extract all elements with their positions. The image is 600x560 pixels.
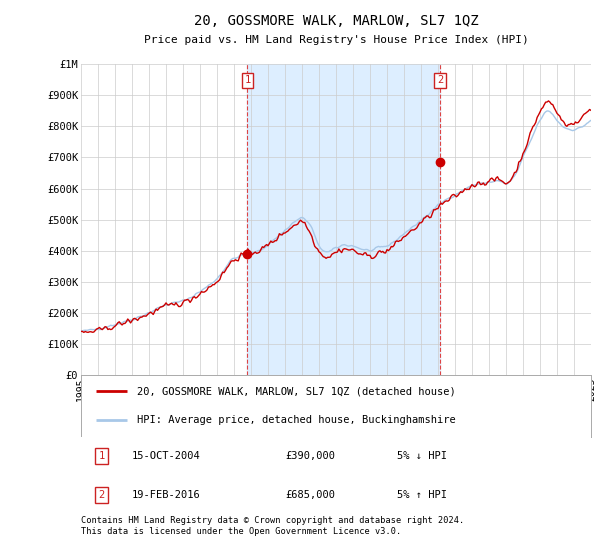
Text: £390,000: £390,000 — [285, 451, 335, 461]
Text: Contains HM Land Registry data © Crown copyright and database right 2024.
This d: Contains HM Land Registry data © Crown c… — [81, 516, 464, 535]
Text: 2: 2 — [98, 490, 104, 500]
Text: 20, GOSSMORE WALK, MARLOW, SL7 1QZ (detached house): 20, GOSSMORE WALK, MARLOW, SL7 1QZ (deta… — [137, 386, 456, 396]
Text: 5% ↓ HPI: 5% ↓ HPI — [397, 451, 447, 461]
Bar — [247, 64, 440, 375]
Text: 2: 2 — [437, 75, 443, 85]
Text: 1: 1 — [98, 451, 104, 461]
Text: 1: 1 — [244, 75, 251, 85]
Text: Price paid vs. HM Land Registry's House Price Index (HPI): Price paid vs. HM Land Registry's House … — [143, 35, 529, 45]
Text: 20, GOSSMORE WALK, MARLOW, SL7 1QZ: 20, GOSSMORE WALK, MARLOW, SL7 1QZ — [194, 14, 478, 28]
Text: 5% ↑ HPI: 5% ↑ HPI — [397, 490, 447, 500]
Text: HPI: Average price, detached house, Buckinghamshire: HPI: Average price, detached house, Buck… — [137, 415, 456, 425]
Text: £685,000: £685,000 — [285, 490, 335, 500]
Text: 19-FEB-2016: 19-FEB-2016 — [132, 490, 201, 500]
Text: 15-OCT-2004: 15-OCT-2004 — [132, 451, 201, 461]
